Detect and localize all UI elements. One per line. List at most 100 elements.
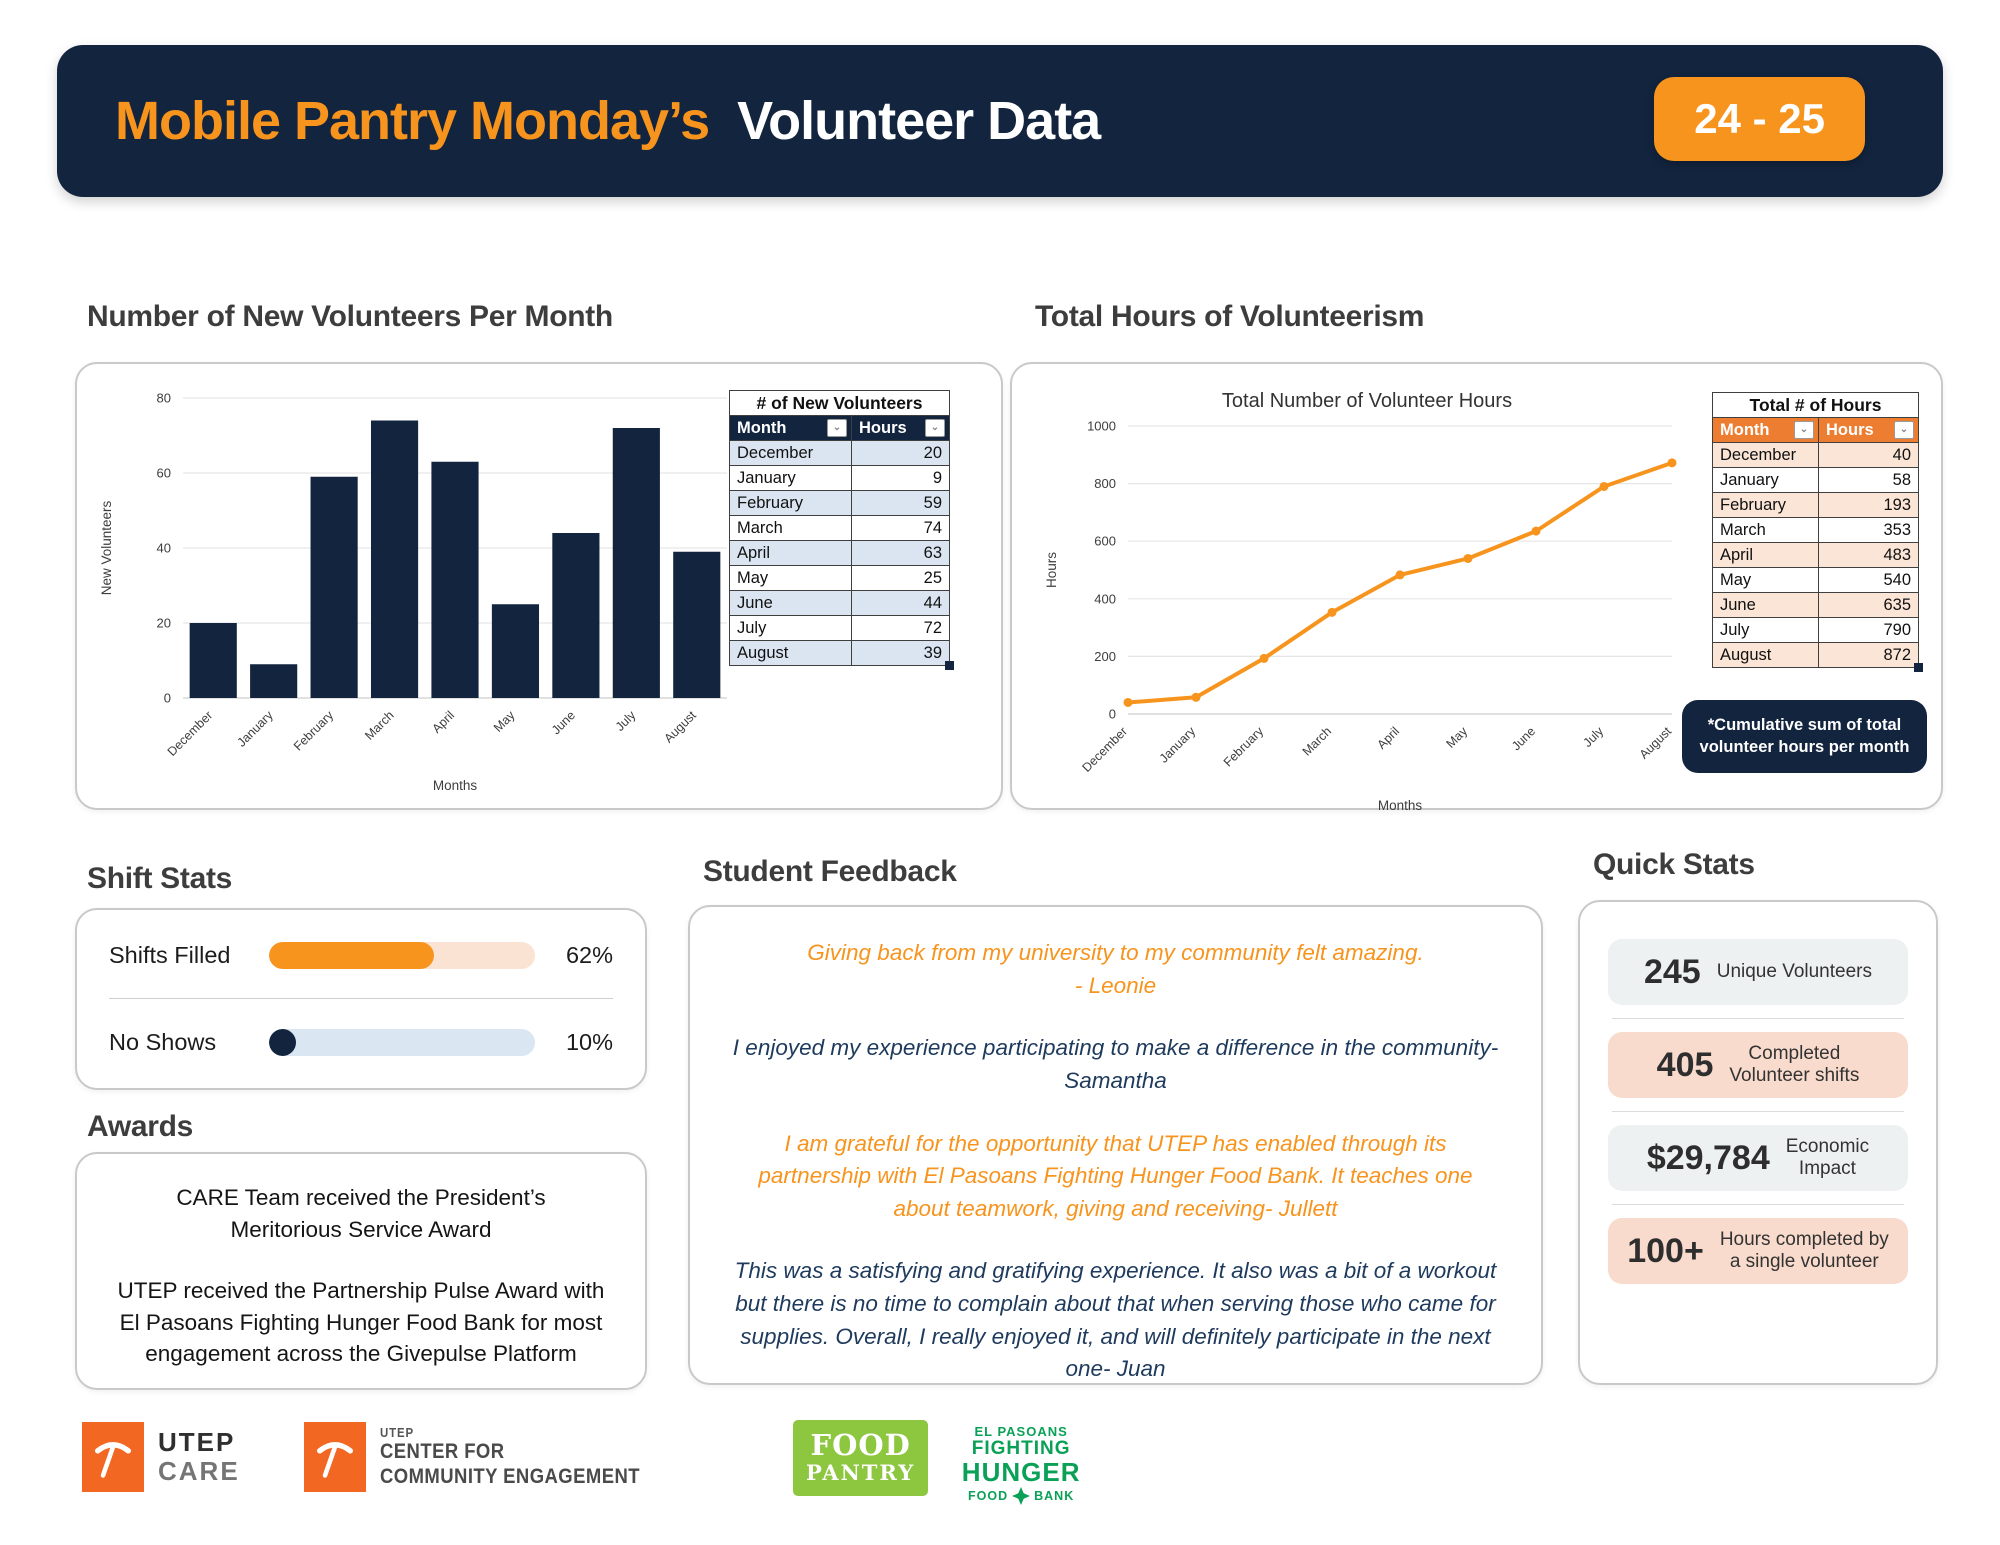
month-cell: March	[729, 515, 852, 541]
total-hours-table: Total # of Hours Month ⌄ Hours ⌄ December 40 Ja…	[1712, 392, 1919, 668]
point-May	[1463, 553, 1473, 563]
month-cell: August	[729, 640, 852, 666]
value-cell: 72	[851, 615, 950, 641]
svg-text:June: June	[549, 708, 578, 737]
table-row: December 20	[729, 440, 950, 466]
progress-fill	[269, 941, 434, 969]
new-volunteers-card: 0 20 40 60 80 December January February March Apr…	[75, 362, 1003, 810]
quick-stat-value: $29,784	[1646, 1138, 1770, 1177]
shift-stat-row: No Shows 10%	[77, 999, 645, 1085]
bar-chart: 0 20 40 60 80 December January February March Apr…	[99, 391, 727, 793]
table-fill-handle[interactable]	[945, 661, 954, 670]
el-pasoans-fighting-hunger-logo: EL PASOANS FIGHTING HUNGER FOOD BANK	[961, 1424, 1081, 1506]
value-cell: 40	[1818, 442, 1919, 468]
table-header-row: Month ⌄ Hours ⌄	[729, 415, 950, 441]
bar-April	[431, 461, 479, 698]
quick-stat: 100+ Hours completed by a single voluntee…	[1608, 1218, 1908, 1284]
food-pantry-logo: FOOD PANTRY	[793, 1420, 929, 1496]
month-cell: March	[1712, 517, 1819, 543]
footer-logos: UTEP CARE UTEP CENTER FOR COMMUNITY ENGA…	[82, 1420, 1081, 1532]
page-title-highlight: Mobile Pantry Monday’s	[115, 91, 710, 151]
svg-text:Hours: Hours	[1044, 552, 1059, 588]
month-cell: February	[1712, 492, 1819, 518]
value-cell: 74	[851, 515, 950, 541]
cumulative-note: *Cumulative sum of total volunteer hours…	[1682, 700, 1927, 773]
bar-February	[310, 476, 358, 698]
filter-dropdown-icon[interactable]: ⌄	[1794, 421, 1814, 439]
value-cell: 58	[1818, 467, 1919, 493]
value-cell: 483	[1818, 542, 1919, 568]
table-row: January 9	[729, 465, 950, 491]
header-banner: Mobile Pantry Monday’s Volunteer Data 24…	[57, 45, 1943, 197]
month-cell: April	[1712, 542, 1819, 568]
month-cell: June	[1712, 592, 1819, 618]
new-volunteers-table: # of New Volunteers Month ⌄ Hours ⌄ December 2…	[729, 390, 950, 666]
filter-dropdown-icon[interactable]: ⌄	[827, 419, 847, 437]
svg-text:April: April	[1375, 724, 1403, 752]
progress-bar	[269, 941, 535, 969]
table-row: December 40	[1712, 442, 1919, 468]
table-row: August 39	[729, 640, 950, 666]
svg-text:May: May	[1444, 724, 1471, 751]
divider	[1612, 1111, 1904, 1112]
table-row: July 72	[729, 615, 950, 641]
table-fill-handle[interactable]	[1914, 663, 1923, 672]
svg-text:40: 40	[157, 541, 171, 556]
svg-text:400: 400	[1094, 591, 1116, 606]
quick-stat-label: Unique Volunteers	[1716, 960, 1872, 982]
point-January	[1191, 692, 1201, 702]
svg-text:March: March	[1300, 724, 1334, 758]
section-title-awards: Awards	[87, 1110, 194, 1143]
svg-text:May: May	[491, 708, 518, 735]
student-quote: I am grateful for the opportunity that U…	[758, 1130, 1473, 1221]
svg-text:February: February	[1221, 724, 1267, 770]
svg-text:Months: Months	[433, 778, 478, 793]
value-cell: 44	[851, 590, 950, 616]
month-cell: January	[729, 465, 852, 491]
bar-March	[370, 420, 419, 698]
month-cell: May	[729, 565, 852, 591]
svg-text:March: March	[362, 708, 396, 742]
value-cell: 872	[1818, 642, 1919, 668]
shift-stat-value: 10%	[565, 1028, 613, 1055]
shift-stat-label: Shifts Filled	[109, 941, 231, 968]
month-cell: July	[729, 615, 852, 641]
award-text: UTEP received the Partnership Pulse Awar…	[117, 1278, 605, 1366]
svg-text:July: July	[1580, 724, 1606, 750]
svg-text:80: 80	[157, 391, 171, 406]
month-cell: January	[1712, 467, 1819, 493]
quick-stat: 245 Unique Volunteers	[1608, 939, 1908, 1005]
svg-text:20: 20	[157, 616, 171, 631]
month-cell: February	[729, 490, 852, 516]
quick-stat-label: Economic Impact	[1785, 1135, 1870, 1179]
svg-text:December: December	[1079, 724, 1130, 775]
table-row: February 59	[729, 490, 950, 516]
award-text: CARE Team received the President’s Merit…	[176, 1185, 546, 1242]
total-hours-table-wrap: Total # of Hours Month ⌄ Hours ⌄ December 40 Ja…	[1712, 392, 1923, 672]
point-June	[1531, 526, 1541, 536]
value-cell: 353	[1818, 517, 1919, 543]
quick-stat-value: 245	[1643, 952, 1701, 991]
divider	[1612, 1204, 1904, 1205]
svg-text:April: April	[430, 708, 458, 736]
table-header-row: Month ⌄ Hours ⌄	[1712, 417, 1919, 443]
table-row: May 25	[729, 565, 950, 591]
point-March	[1327, 607, 1337, 617]
line-chart-title: Total Number of Volunteer Hours	[1221, 390, 1513, 412]
value-cell: 193	[1818, 492, 1919, 518]
month-cell: July	[1712, 617, 1819, 643]
utep-cce-logo: UTEP CENTER FOR COMMUNITY ENGAGEMENT	[303, 1422, 675, 1492]
bar-January	[250, 664, 298, 698]
bar-June	[552, 533, 600, 698]
student-quote: I enjoyed my experience participating to…	[732, 1035, 1499, 1093]
utep-care-logo: UTEP CARE	[82, 1422, 240, 1492]
table-title: Total # of Hours	[1712, 392, 1919, 418]
shift-stats-card: Shifts Filled 62% No Shows 10%	[75, 908, 647, 1090]
month-cell: August	[1712, 642, 1819, 668]
table-row: February 193	[1712, 492, 1919, 518]
table-row: June 44	[729, 590, 950, 616]
filter-dropdown-icon[interactable]: ⌄	[925, 419, 945, 437]
value-cell: 59	[851, 490, 950, 516]
student-quote: Giving back from my university to my com…	[728, 937, 1503, 1002]
filter-dropdown-icon[interactable]: ⌄	[1894, 421, 1914, 439]
